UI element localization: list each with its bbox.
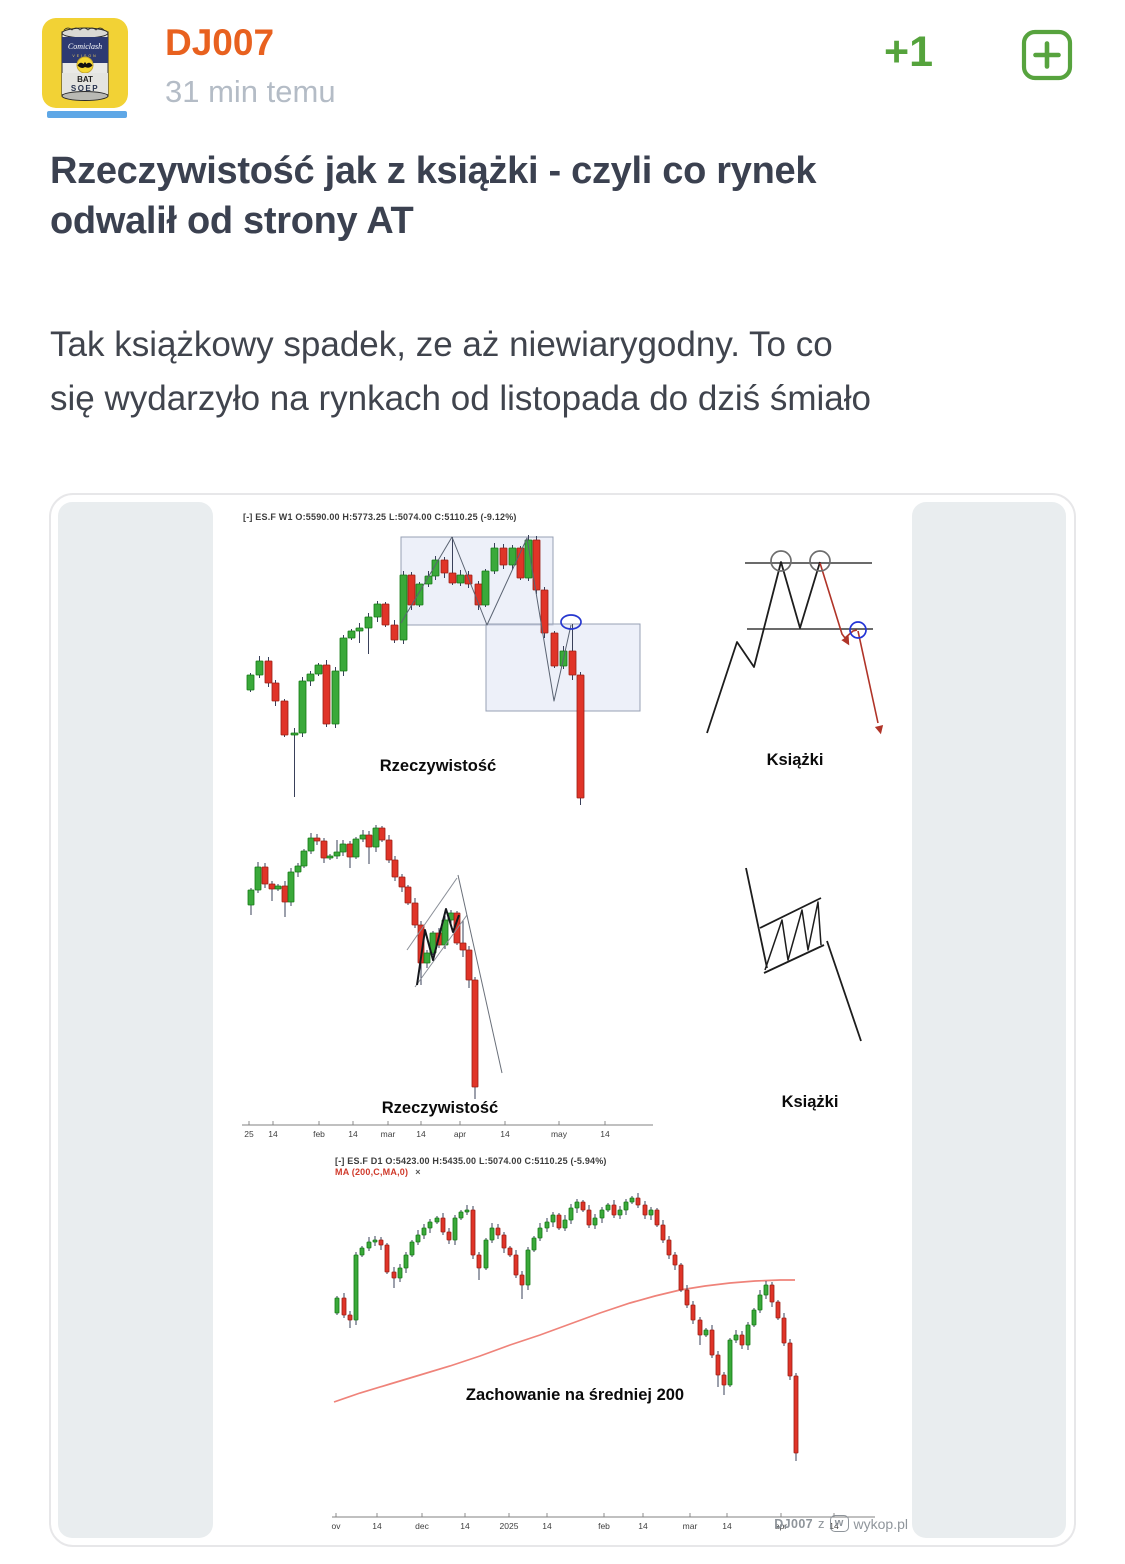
svg-text:14: 14 [348, 1129, 358, 1139]
svg-text:14: 14 [500, 1129, 510, 1139]
svg-text:mar: mar [381, 1129, 396, 1139]
svg-text:ov: ov [332, 1521, 342, 1531]
svg-text:feb: feb [598, 1521, 610, 1531]
vote-count: +1 [884, 28, 934, 76]
chart-weekly-header: [-] ES.F W1 O:5590.00 H:5773.25 L:5074.0… [243, 512, 517, 522]
post-body: Tak książkowy spadek, ze aż niewiarygodn… [50, 325, 871, 418]
svg-text:14: 14 [268, 1129, 278, 1139]
post-title: Rzeczywistość jak z książki - czyli co r… [50, 150, 817, 242]
author-link[interactable]: DJ007 [165, 22, 275, 63]
svg-text:may: may [551, 1129, 568, 1139]
avatar-label-line2: SOEP [71, 84, 99, 93]
chart-ma200-header: [-] ES.F D1 O:5423.00 H:5435.00 L:5074.0… [335, 1156, 607, 1177]
svg-text:14: 14 [542, 1521, 552, 1531]
avatar[interactable]: Comiclash VEISON BAT SOEP [42, 18, 128, 108]
svg-text:VEISON: VEISON [72, 54, 97, 58]
watermark-site: wykop.pl [853, 1515, 908, 1532]
chart-daily-ma200: ov 14 dec 14 2025 14 feb 14 mar 14 apr 14 Zachowanie… [330, 1180, 880, 1540]
image-watermark: DJ007 z w wykop.pl [640, 1515, 908, 1532]
avatar-brand-text: Comiclash [68, 42, 102, 51]
svg-text:14: 14 [372, 1521, 382, 1531]
svg-text:apr: apr [454, 1129, 466, 1139]
svg-text:Rzeczywistość: Rzeczywistość [380, 757, 496, 775]
watermark-connector: z [818, 1516, 825, 1531]
plus-icon [1021, 29, 1073, 81]
chart-weekly-reality: Rzeczywistość [238, 528, 658, 823]
svg-text:14: 14 [416, 1129, 426, 1139]
svg-text:14: 14 [600, 1129, 610, 1139]
svg-text:dec: dec [415, 1521, 429, 1531]
diagram-bear-flag-book: Książki [725, 855, 895, 1130]
chart-daily-flag-reality: 25 14 feb 14 mar 14 apr 14 may 14 Rzeczywistość [240, 825, 670, 1150]
svg-text:Książki: Książki [767, 751, 824, 769]
watermark-author: DJ007 [774, 1516, 814, 1531]
svg-text:Książki: Książki [782, 1093, 839, 1111]
diagram-double-top-book: Książki [695, 545, 895, 780]
avatar-label-line1: BAT [77, 75, 93, 84]
svg-text:14: 14 [829, 1521, 839, 1531]
ma-indicator-label: MA (200,C,MA,0) [335, 1167, 409, 1177]
svg-text:14: 14 [638, 1521, 648, 1531]
svg-text:mar: mar [683, 1521, 698, 1531]
svg-text:feb: feb [313, 1129, 325, 1139]
image-right-margin [912, 502, 1066, 1538]
add-vote-button[interactable] [1021, 29, 1073, 81]
svg-text:2025: 2025 [500, 1521, 519, 1531]
svg-text:Zachowanie na średniej 200: Zachowanie na średniej 200 [466, 1386, 684, 1404]
soup-can-avatar-image: Comiclash VEISON BAT SOEP [42, 18, 128, 108]
svg-text:apr: apr [775, 1521, 787, 1531]
svg-text:14: 14 [722, 1521, 732, 1531]
svg-text:25: 25 [244, 1129, 254, 1139]
bat-logo-icon [77, 62, 93, 68]
avatar-underline [47, 111, 127, 118]
svg-text:14: 14 [460, 1521, 470, 1531]
svg-text:Rzeczywistość: Rzeczywistość [382, 1099, 498, 1117]
image-left-margin [58, 502, 213, 1538]
timestamp: 31 min temu [165, 74, 336, 109]
ma-remove-icon: × [415, 1167, 421, 1177]
wykop-logo-icon: w [829, 1515, 849, 1532]
